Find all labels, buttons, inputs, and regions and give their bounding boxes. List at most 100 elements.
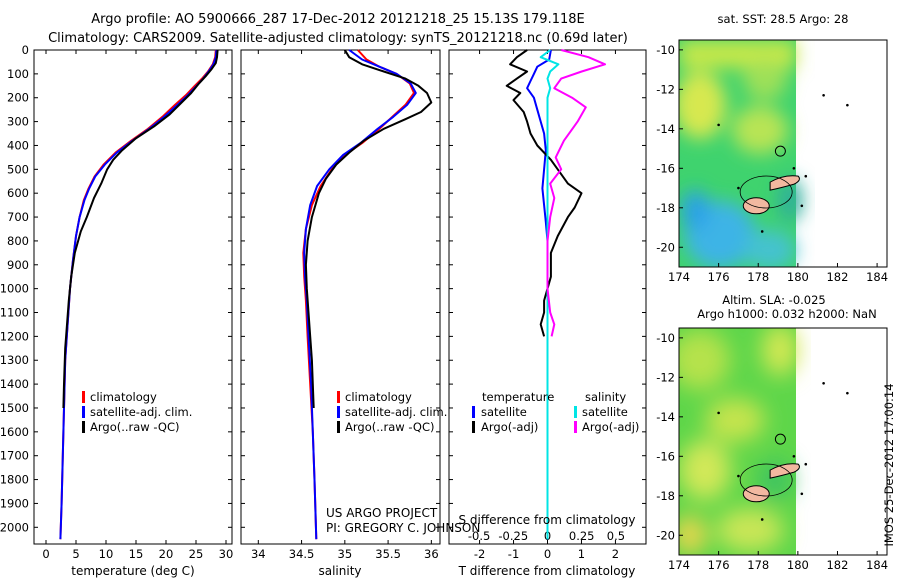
credit-project: US ARGO PROJECT	[326, 506, 438, 520]
depth-tick-label: 1700	[0, 449, 29, 463]
legend-swatch-argo	[337, 421, 340, 433]
difference-series	[505, 49, 606, 540]
temperature-panel: 0100200300400500600700800900100011001200…	[0, 43, 233, 578]
sst-field	[679, 40, 802, 267]
sla-map-title-1: Altim. SLA: -0.025	[722, 293, 826, 307]
depth-tick-label: 1000	[0, 282, 29, 296]
legend-swatch-s-satellite	[574, 406, 577, 418]
series-line-argo-raw-qc	[304, 49, 433, 409]
lon-tick-label: 178	[747, 558, 769, 572]
series-line-climatology	[59, 49, 217, 540]
lon-tick-label: 180	[787, 558, 809, 572]
legend-swatch-argo	[82, 421, 85, 433]
header-line-1: Argo profile: AO 5900666_287 17-Dec-2012…	[91, 12, 585, 27]
islet	[717, 123, 720, 127]
lat-tick-label: -10	[656, 331, 675, 345]
lat-tick-label: -12	[656, 370, 675, 384]
islet	[760, 518, 764, 521]
x-tick-label: 20	[159, 547, 174, 561]
legend-label-climatology: climatology	[345, 390, 412, 404]
difference-x-axis: -2 -1 0 1 2-0.5 -0.25 0 0.25 0.5	[468, 50, 625, 561]
lon-tick-label: 176	[708, 558, 730, 572]
island-viti-levu	[742, 197, 770, 215]
lat-tick-label: -14	[656, 410, 675, 424]
depth-tick-label: 1300	[0, 353, 29, 367]
depth-tick-label: 1200	[0, 329, 29, 343]
x-tick-label: -1	[508, 547, 519, 561]
lon-tick-label: 174	[668, 558, 690, 572]
depth-axis: 0 100 200 300 400 500 600 700 800 900 1000 1100 1200…	[0, 43, 232, 534]
salinity-xlabel: salinity	[318, 564, 361, 578]
sst-map-panel: sat. SST: 28.5 Argo: 28 174 176 178 180 182 1…	[656, 12, 888, 284]
legend-swatch-t-satellite	[472, 406, 475, 418]
s-tick-label: -0.5	[468, 529, 490, 543]
argo-position-marker	[774, 145, 786, 157]
salinity-series	[302, 49, 433, 540]
depth-tick-label: 400	[7, 138, 29, 152]
imos-timestamp: IMOS 25-Dec-2012 17:00:14	[882, 383, 896, 546]
salinity-plot-frame	[240, 49, 441, 545]
depth-tick-label: 500	[7, 162, 29, 176]
series-line-satellite-adj-clim	[303, 49, 417, 540]
x-tick-label: 0	[544, 547, 551, 561]
depth-tick-label: 1100	[0, 306, 29, 320]
difference-t-xlabel: T difference from climatology	[458, 564, 636, 578]
series-line-salinity-satellite	[539, 49, 560, 540]
x-tick-label: 35	[338, 547, 353, 561]
legend-swatch-t-argo	[472, 421, 475, 433]
sst-coastline	[717, 93, 849, 233]
lat-tick-label: -20	[656, 528, 675, 542]
lat-tick-label: -14	[656, 122, 675, 136]
lat-tick-label: -18	[656, 201, 675, 215]
difference-s-xlabel: S difference from climatology	[459, 513, 636, 527]
legend-label-satellite: satellite-adj. clim.	[345, 405, 447, 419]
depth-tick-label: 1500	[0, 401, 29, 415]
sla-map-axes: 174 176 178 180 182 184 -10 -12 -14 -16 -18 -20	[656, 331, 888, 572]
depth-tick-label: 0	[22, 43, 29, 57]
legend-label-satellite: satellite-adj. clim.	[90, 405, 192, 419]
legend-label-s-argo: Argo(-adj)	[582, 420, 639, 434]
sla-map-title-2: Argo h1000: 0.032 h2000: NaN	[697, 307, 876, 321]
depth-tick-label: 100	[7, 67, 29, 81]
x-tick-label: -2	[474, 547, 485, 561]
x-tick-label: 34.5	[289, 547, 315, 561]
islet	[760, 230, 764, 233]
depth-tick-label: 300	[7, 115, 29, 129]
temperature-x-axis: 0 5 10 15 20 25 30	[42, 50, 233, 561]
islet	[846, 391, 849, 395]
series-line-satellite-adj-clim	[59, 49, 218, 540]
islet	[800, 204, 804, 208]
depth-tick-label: 1600	[0, 425, 29, 439]
x-tick-label: 1	[578, 547, 585, 561]
temperature-series	[59, 49, 219, 540]
islet	[822, 93, 825, 97]
islet	[717, 411, 720, 415]
islet	[737, 186, 740, 190]
lon-tick-label: 184	[866, 558, 888, 572]
argo-position-marker	[774, 433, 786, 445]
lon-tick-label: 184	[866, 270, 888, 284]
sst-map-axes: 174 176 178 180 182 184 -10 -12 -14 -16 -18 -20	[656, 43, 888, 284]
depth-tick-label: 700	[7, 210, 29, 224]
lat-tick-label: -20	[656, 240, 675, 254]
salinity-x-axis: 34 34.5 35 35.5 36	[251, 50, 439, 561]
depth-tick-label: 2000	[0, 520, 29, 534]
islet	[846, 103, 849, 107]
salinity-legend: climatology satellite-adj. clim. Argo(..…	[337, 390, 447, 434]
x-tick-label: 34	[251, 547, 266, 561]
credit-pi: PI: GREGORY C. JOHNSON	[326, 521, 480, 535]
lon-tick-label: 176	[708, 270, 730, 284]
difference-panel: -2 -1 0 1 2-0.5 -0.25 0 0.25 0.5 S difference fr…	[448, 49, 647, 578]
sla-map-frame	[678, 327, 888, 556]
x-tick-label: 25	[189, 547, 204, 561]
difference-depth-ticks	[449, 49, 646, 528]
depth-tick-label: 1800	[0, 473, 29, 487]
legend-title-salinity: salinity	[585, 390, 626, 404]
lat-tick-label: -16	[656, 161, 675, 175]
island-vanua-levu	[769, 175, 800, 191]
s-tick-label: 0.25	[569, 529, 595, 543]
series-line-temperature-argo-adj	[505, 49, 583, 337]
x-tick-label: 36	[424, 547, 439, 561]
depth-tick-label: 1400	[0, 377, 29, 391]
